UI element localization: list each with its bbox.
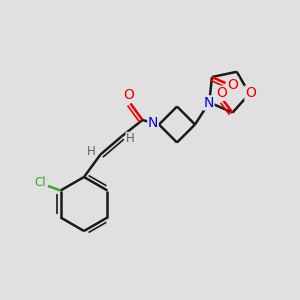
Text: O: O	[124, 88, 134, 102]
Text: O: O	[227, 77, 239, 92]
Text: N: N	[203, 96, 214, 110]
Text: H: H	[126, 132, 135, 146]
Text: H: H	[86, 145, 95, 158]
Text: O: O	[217, 86, 227, 100]
Text: Cl: Cl	[34, 176, 46, 189]
Text: O: O	[245, 86, 256, 100]
Text: N: N	[148, 116, 158, 130]
